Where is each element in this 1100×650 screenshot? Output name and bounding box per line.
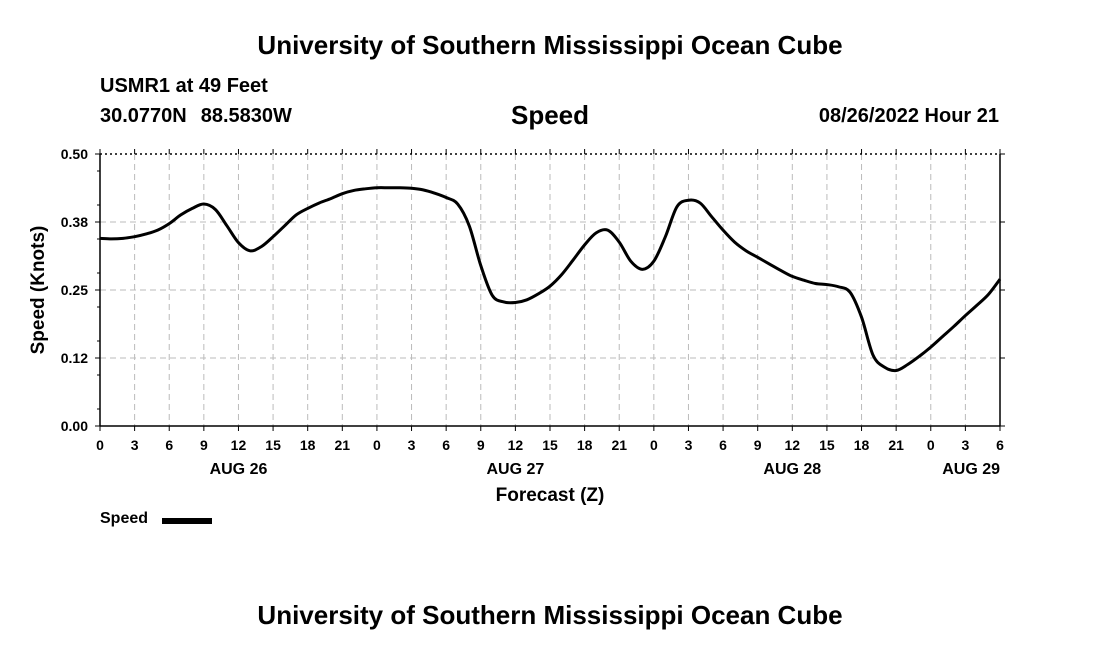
x-tick-label: 6	[996, 437, 1004, 453]
x-tick-label: 9	[200, 437, 208, 453]
legend-line-swatch	[162, 518, 212, 524]
y-axis-title: Speed (Knots)	[28, 226, 49, 355]
x-tick-label: 6	[165, 437, 173, 453]
x-tick-label: 3	[685, 437, 693, 453]
x-tick-label: 0	[373, 437, 381, 453]
x-tick-label: 15	[265, 437, 281, 453]
x-tick-label: 0	[96, 437, 104, 453]
x-tick-label: 0	[650, 437, 658, 453]
page-title: University of Southern Mississippi Ocean…	[257, 30, 843, 60]
x-tick-label: 3	[408, 437, 416, 453]
x-day-label: AUG 28	[763, 461, 821, 478]
legend-label: Speed	[100, 510, 149, 527]
x-tick-label: 9	[477, 437, 485, 453]
x-tick-label: 6	[442, 437, 450, 453]
y-tick-label: 0.12	[61, 350, 88, 366]
speed-chart: 0.00 0.12 0.25 0.38 0.50 0 3 6 9 12 15 18 21 0 3 6 9 12 15…	[28, 146, 1005, 506]
x-tick-label: 21	[888, 437, 904, 453]
x-tick-label: 12	[508, 437, 524, 453]
y-tick-label: 0.50	[61, 146, 88, 162]
x-axis-title: Forecast (Z)	[496, 485, 605, 506]
x-tick-label: 21	[335, 437, 351, 453]
longitude: 88.5830W	[200, 105, 292, 127]
x-tick-label: 18	[577, 437, 593, 453]
x-tick-label: 9	[754, 437, 762, 453]
forecast-datetime: 08/26/2022 Hour 21	[818, 105, 999, 127]
x-tick-label: 3	[961, 437, 969, 453]
station-label: USMR1 at 49 Feet	[100, 75, 268, 97]
x-tick-label: 6	[719, 437, 727, 453]
series-line-speed	[99, 186, 1002, 373]
x-day-label: AUG 26	[210, 461, 268, 478]
x-tick-label: 12	[231, 437, 247, 453]
x-tick-label: 21	[611, 437, 627, 453]
x-tick-label: 18	[300, 437, 316, 453]
x-tick-label: 15	[819, 437, 835, 453]
coordinates: 30.0770N 88.5830W	[100, 105, 292, 128]
latitude: 30.0770N	[100, 105, 187, 127]
y-tick-label: 0.25	[61, 282, 88, 298]
x-tick-label: 0	[927, 437, 935, 453]
y-tick-label: 0.00	[61, 418, 88, 434]
x-tick-label: 3	[131, 437, 139, 453]
x-day-label: AUG 29	[942, 461, 1000, 478]
footer-title: University of Southern Mississippi Ocean…	[257, 600, 843, 630]
x-day-label: AUG 27	[486, 461, 544, 478]
y-tick-label: 0.38	[61, 214, 88, 230]
x-tick-label: 15	[542, 437, 558, 453]
x-tick-label: 12	[785, 437, 801, 453]
x-tick-label: 18	[854, 437, 870, 453]
variable-title: Speed	[510, 100, 590, 130]
